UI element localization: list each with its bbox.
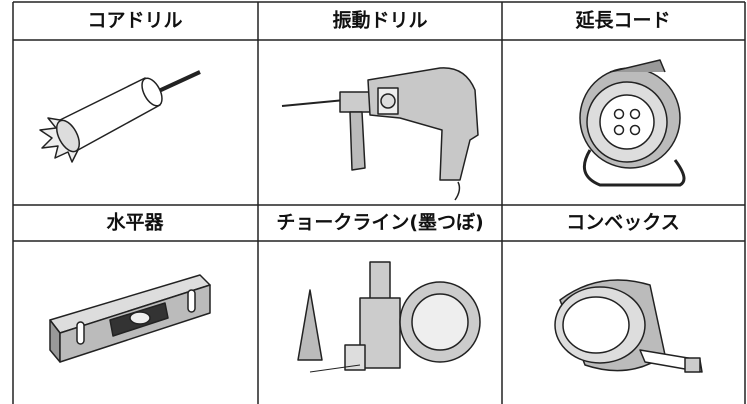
extension-reel-illustration bbox=[579, 59, 686, 187]
hammer-drill-illustration bbox=[281, 67, 479, 201]
cell-label: 振動ドリル bbox=[332, 9, 427, 32]
grid bbox=[12, 1, 746, 404]
cell-label: 水平器 bbox=[106, 212, 164, 234]
level-illustration bbox=[49, 274, 211, 363]
core-drill-illustration bbox=[39, 70, 201, 163]
cell-label: コアドリル bbox=[87, 10, 182, 32]
chalk-line-illustration bbox=[297, 261, 481, 373]
cell-label: 延長コード bbox=[574, 10, 670, 32]
tape-measure-illustration bbox=[554, 279, 703, 373]
cell-label: コンベックス bbox=[566, 212, 679, 234]
cell-label: チョークライン(墨つぼ) bbox=[276, 212, 483, 234]
